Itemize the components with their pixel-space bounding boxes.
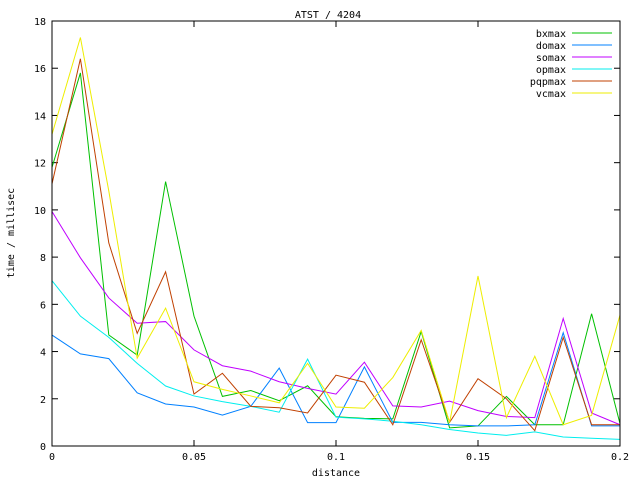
y-tick-label: 18: [34, 17, 46, 28]
x-tick-label: 0.1: [327, 452, 345, 463]
y-tick-label: 2: [40, 395, 46, 406]
y-tick-label: 14: [34, 111, 46, 122]
x-tick-label: 0: [49, 452, 55, 463]
y-tick-label: 6: [40, 300, 46, 311]
y-axis-label: time / millisec: [6, 188, 17, 278]
x-axis-label: distance: [312, 468, 360, 479]
series-line-opmax: [51, 280, 621, 440]
x-tick-label: 0.2: [611, 452, 629, 463]
chart-title: ATST / 4204: [295, 10, 361, 21]
series-line-somax: [51, 211, 621, 426]
legend-label-somax: somax: [536, 53, 566, 64]
legend-label-opmax: opmax: [536, 65, 566, 76]
y-tick-label: 10: [34, 206, 46, 217]
series-line-bxmax: [51, 72, 621, 429]
y-tick-label: 12: [34, 159, 46, 170]
legend-label-pqpmax: pqpmax: [530, 77, 566, 88]
series-line-pqpmax: [51, 58, 620, 432]
y-tick-label: 4: [40, 348, 46, 359]
series-group: [51, 37, 621, 440]
y-tick-label: 16: [34, 64, 46, 75]
series-line-domax: [51, 330, 620, 427]
y-tick-label: 8: [40, 253, 46, 264]
legend-label-vcmax: vcmax: [536, 89, 566, 100]
x-tick-label: 0.15: [466, 452, 490, 463]
x-tick-label: 0.05: [182, 452, 206, 463]
legend-label-domax: domax: [536, 41, 566, 52]
series-line-vcmax: [51, 37, 621, 426]
plot-frame: [51, 20, 621, 447]
y-tick-label: 0: [40, 442, 46, 453]
legend-label-bxmax: bxmax: [536, 29, 566, 40]
